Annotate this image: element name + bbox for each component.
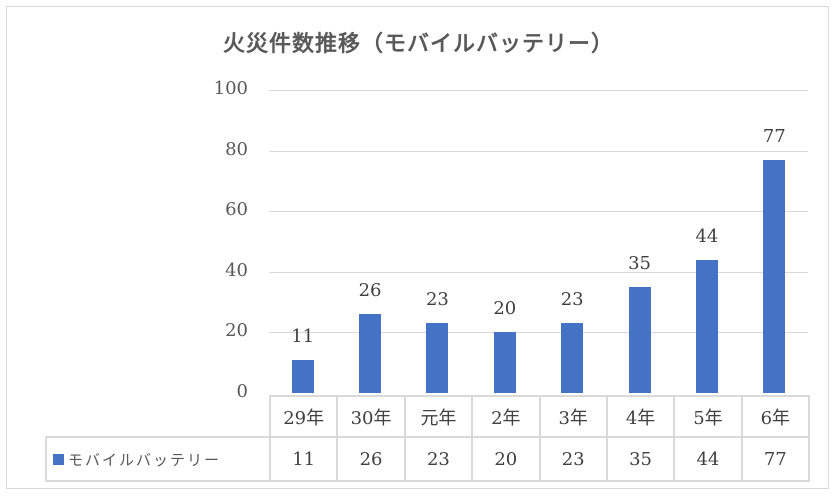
- bar: [291, 359, 314, 393]
- category-label: 29年: [268, 395, 339, 438]
- category-label: 3年: [538, 395, 608, 438]
- bar: [426, 323, 449, 393]
- data-table: 29年 30年 元年 2年 3年 4年 5年 6年 モバイルバッテリー 11 26 23 20 23 3…: [45, 395, 811, 482]
- legend-swatch-icon: [53, 454, 64, 465]
- gridline: [269, 332, 808, 334]
- y-axis-tick-label: 60: [225, 199, 248, 221]
- category-label: 5年: [673, 395, 743, 438]
- legend-label: モバイルバッテリー: [68, 450, 222, 469]
- data-label: 20: [493, 298, 517, 320]
- series-row: モバイルバッテリー 11 26 23 20 23 35 44 77: [45, 436, 811, 482]
- bar: [628, 286, 651, 393]
- gridline: [269, 90, 808, 91]
- table-value: 26: [336, 436, 406, 482]
- gridline: [269, 150, 808, 152]
- table-value: 77: [740, 436, 811, 482]
- category-row: 29年 30年 元年 2年 3年 4年 5年 6年: [46, 395, 811, 438]
- data-label: 23: [560, 289, 584, 311]
- data-label: 77: [762, 125, 786, 147]
- bar: [763, 159, 786, 393]
- table-corner: [46, 396, 270, 437]
- y-axis-tick-label: 100: [213, 78, 248, 99]
- data-label: 23: [425, 289, 449, 311]
- category-label: 2年: [471, 395, 541, 438]
- data-label: 44: [695, 225, 719, 247]
- bar: [359, 314, 382, 393]
- gridline: [269, 271, 808, 273]
- table-value: 35: [605, 436, 676, 482]
- y-axis-tick-label: 20: [225, 320, 248, 342]
- bar: [561, 323, 584, 393]
- gridline: [269, 211, 808, 213]
- table-value: 23: [403, 436, 474, 482]
- data-label: 35: [628, 252, 652, 274]
- table-value: 44: [673, 436, 743, 482]
- category-label: 6年: [740, 395, 811, 438]
- chart-title: 火災件数推移（モバイルバッテリー）: [222, 32, 614, 57]
- y-axis-tick-label: 80: [225, 138, 248, 160]
- y-axis-tick-label: 40: [225, 259, 248, 281]
- data-label: 26: [358, 280, 382, 302]
- category-label: 30年: [336, 395, 406, 438]
- bar: [493, 332, 516, 393]
- table-value: 20: [471, 436, 541, 482]
- bar: [695, 259, 718, 393]
- table-value: 23: [538, 436, 608, 482]
- table-value: 11: [268, 436, 339, 482]
- data-label: 11: [291, 325, 315, 347]
- y-axis-tick-label: 0: [236, 381, 248, 402]
- category-label: 元年: [403, 395, 474, 438]
- category-label: 4年: [605, 395, 676, 438]
- legend-cell: モバイルバッテリー: [45, 436, 271, 482]
